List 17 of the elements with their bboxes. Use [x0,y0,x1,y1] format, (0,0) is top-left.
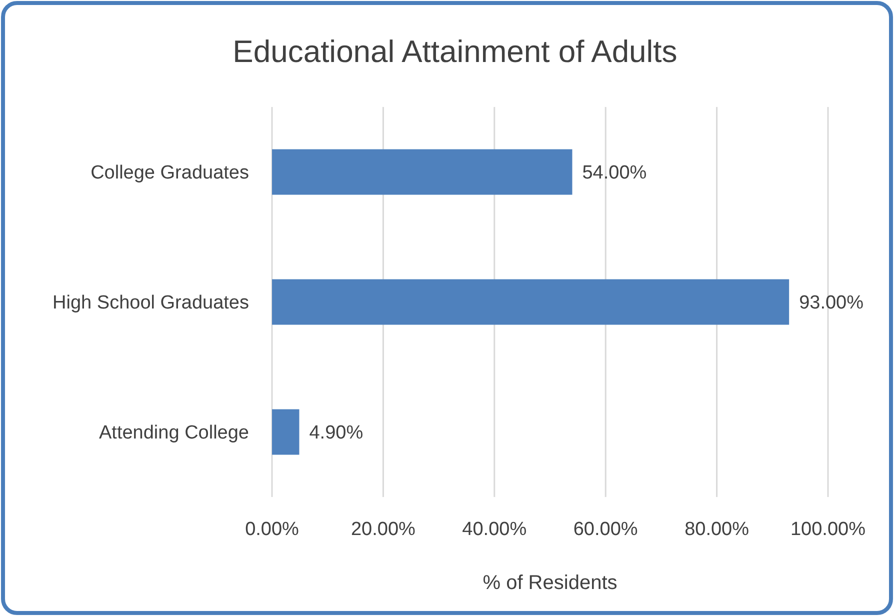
x-axis-title: % of Residents [482,572,618,594]
data-label: 93.00% [799,292,864,314]
bar [272,149,572,195]
x-tick-label: 60.00% [573,519,638,540]
x-tick-label: 0.00% [245,519,300,540]
data-label: 4.90% [309,422,364,444]
bar [272,279,790,325]
x-tick-label: 20.00% [350,519,416,540]
x-tick-label: 40.00% [462,519,527,540]
data-label: 54.00% [582,162,647,184]
y-tick-label: Attending College [99,422,249,444]
y-tick-label: High School Graduates [52,292,249,314]
y-tick-label: College Graduates [90,162,249,184]
bar [272,409,300,455]
x-tick-label: 80.00% [684,519,750,540]
x-tick-label: 100.00% [790,519,866,540]
chart-title: Educational Attainment of Adults [232,34,678,69]
